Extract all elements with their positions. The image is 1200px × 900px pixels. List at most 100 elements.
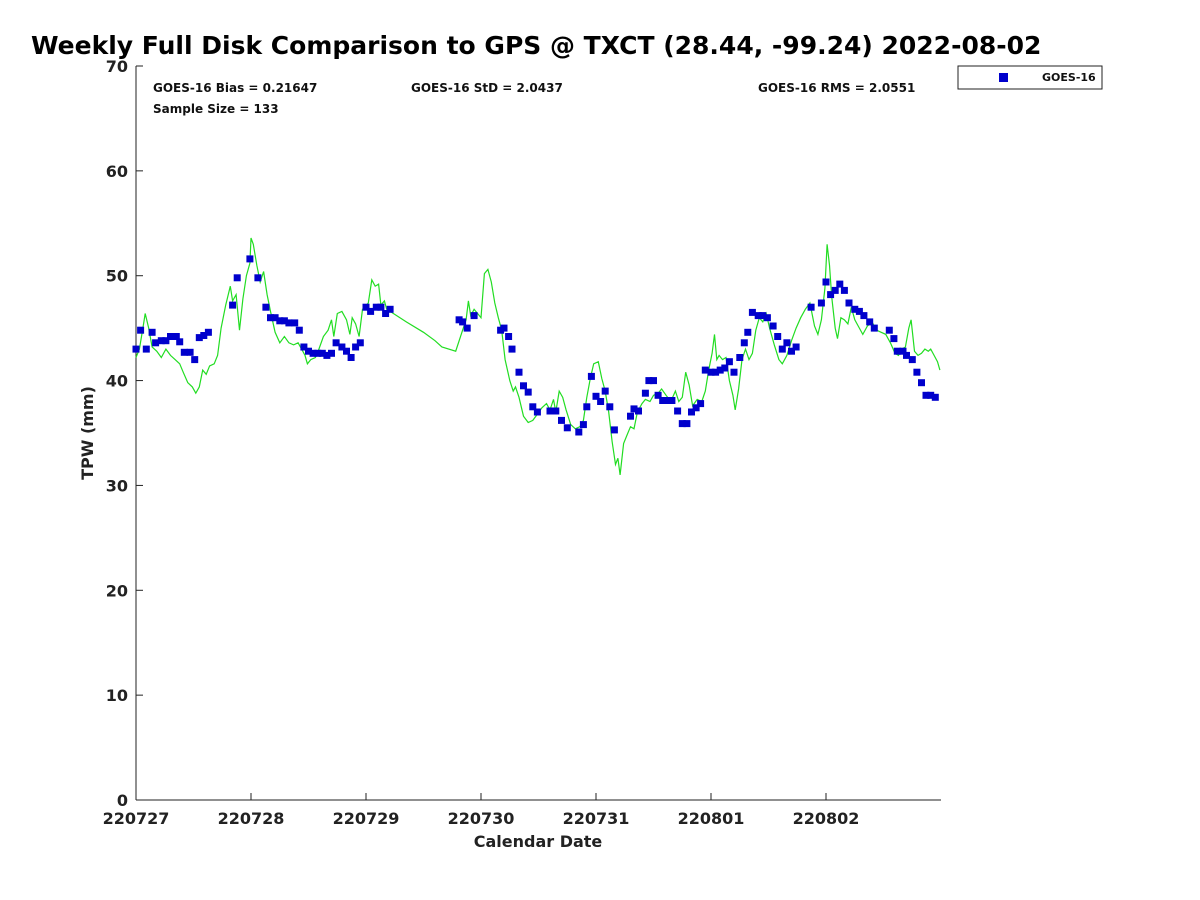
goes-16-point <box>167 333 174 340</box>
goes-16-point <box>707 368 715 376</box>
goes-16-point <box>759 312 767 320</box>
goes-16-point <box>754 312 762 320</box>
goes-16-point <box>913 368 921 376</box>
goes-16-point <box>300 343 308 351</box>
goes-16-point <box>866 318 874 326</box>
goes-16-point <box>529 403 537 411</box>
goes-16-point <box>372 303 380 311</box>
std-stat: GOES-16 StD = 2.0437 <box>411 81 563 95</box>
goes-16-point <box>721 364 729 372</box>
goes-16-point <box>890 335 898 343</box>
goes-16-point <box>893 347 901 355</box>
goes-16-point <box>583 403 591 411</box>
goes-16-point <box>505 333 513 340</box>
legend: GOES-16 <box>957 65 1103 90</box>
goes-16-point <box>659 397 667 404</box>
goes-16-point <box>769 322 777 330</box>
x-tick-label: 220728 <box>218 809 285 828</box>
goes-16-point <box>688 408 695 416</box>
goes-16-point <box>822 278 830 286</box>
goes-16-point <box>730 368 738 376</box>
goes-16-point <box>295 326 303 334</box>
goes-16-point <box>788 347 795 355</box>
goes-16-point <box>792 343 800 351</box>
goes-16-point <box>280 317 288 325</box>
goes-16-point <box>343 347 350 355</box>
goes-16-point <box>180 348 188 356</box>
goes-16-point <box>678 420 686 428</box>
goes-16-point <box>885 326 893 334</box>
x-tick-label: 220729 <box>333 809 400 828</box>
goes-16-point <box>500 324 508 332</box>
goes-16-point <box>552 407 560 415</box>
goes-16-point <box>176 338 184 346</box>
goes-16-point <box>558 416 565 424</box>
goes-16-point <box>597 398 605 405</box>
goes-16-point <box>744 328 752 336</box>
goes-16-point <box>229 301 237 309</box>
goes-16-point <box>931 393 939 401</box>
x-tick-label: 220730 <box>448 809 515 828</box>
goes-16-point <box>204 328 212 336</box>
goes-16-point <box>783 339 791 347</box>
goes-16-point <box>918 379 925 387</box>
goes-16-point <box>587 372 595 380</box>
goes-16-point <box>142 345 150 353</box>
goes-16-point <box>683 420 691 428</box>
goes-16-point <box>763 314 771 322</box>
goes-16-point <box>692 404 700 412</box>
goes-16-point <box>827 291 835 299</box>
sample-size-stat: Sample Size = 133 <box>153 102 279 116</box>
goes-16-point <box>836 280 844 288</box>
goes-16-point <box>314 349 322 357</box>
goes-16-point <box>332 339 340 347</box>
goes-16-point <box>152 339 160 347</box>
goes-16-point <box>508 345 516 353</box>
x-tick-label: 220727 <box>103 809 170 828</box>
goes-16-point <box>592 392 600 400</box>
goes-16-point <box>575 428 583 436</box>
goes-16-point <box>172 333 180 340</box>
goes-16-point <box>630 405 638 413</box>
goes-16-point <box>285 319 293 327</box>
goes-16-point <box>606 403 614 411</box>
chart-title: Weekly Full Disk Comparison to GPS @ TXC… <box>31 31 1041 60</box>
x-tick-label: 220802 <box>793 809 860 828</box>
goes-16-point <box>697 400 705 408</box>
goes-16-point <box>291 319 299 327</box>
goes-16-point <box>778 345 786 353</box>
goes-16-point <box>367 307 375 315</box>
x-ticks: 220727 220728 220729 220730 220731 220801 2208… <box>103 793 860 828</box>
goes-16-point <box>716 366 724 374</box>
goes-16-point <box>276 317 284 325</box>
goes-16-point <box>899 347 907 355</box>
goes-16-point <box>740 339 748 347</box>
goes-16-point <box>305 347 312 355</box>
goes-16-point <box>817 299 825 307</box>
goes-16-point <box>515 368 523 376</box>
goes-16-point <box>903 351 910 359</box>
goes-16-point <box>635 407 642 415</box>
goes-16-series <box>132 255 939 436</box>
goes-16-point <box>610 426 618 434</box>
goes-16-point <box>195 334 203 342</box>
goes-16-point <box>840 286 848 294</box>
goes-16-point <box>701 366 709 374</box>
goes-16-point <box>356 339 364 347</box>
goes-16-point <box>352 343 360 351</box>
goes-16-point <box>524 388 532 396</box>
goes-16-point <box>328 349 335 357</box>
goes-16-point <box>186 348 194 356</box>
goes-16-point <box>645 377 653 385</box>
goes-16-point <box>338 343 346 351</box>
goes-16-point <box>922 391 930 399</box>
goes-16-point <box>148 328 156 336</box>
goes-16-point <box>386 305 394 313</box>
goes-16-point <box>668 397 676 404</box>
goes-16-point <box>267 314 274 322</box>
goes-16-point <box>641 389 649 397</box>
goes-16-point <box>262 303 270 311</box>
goes-16-point <box>137 326 145 334</box>
goes-16-point <box>533 408 541 416</box>
